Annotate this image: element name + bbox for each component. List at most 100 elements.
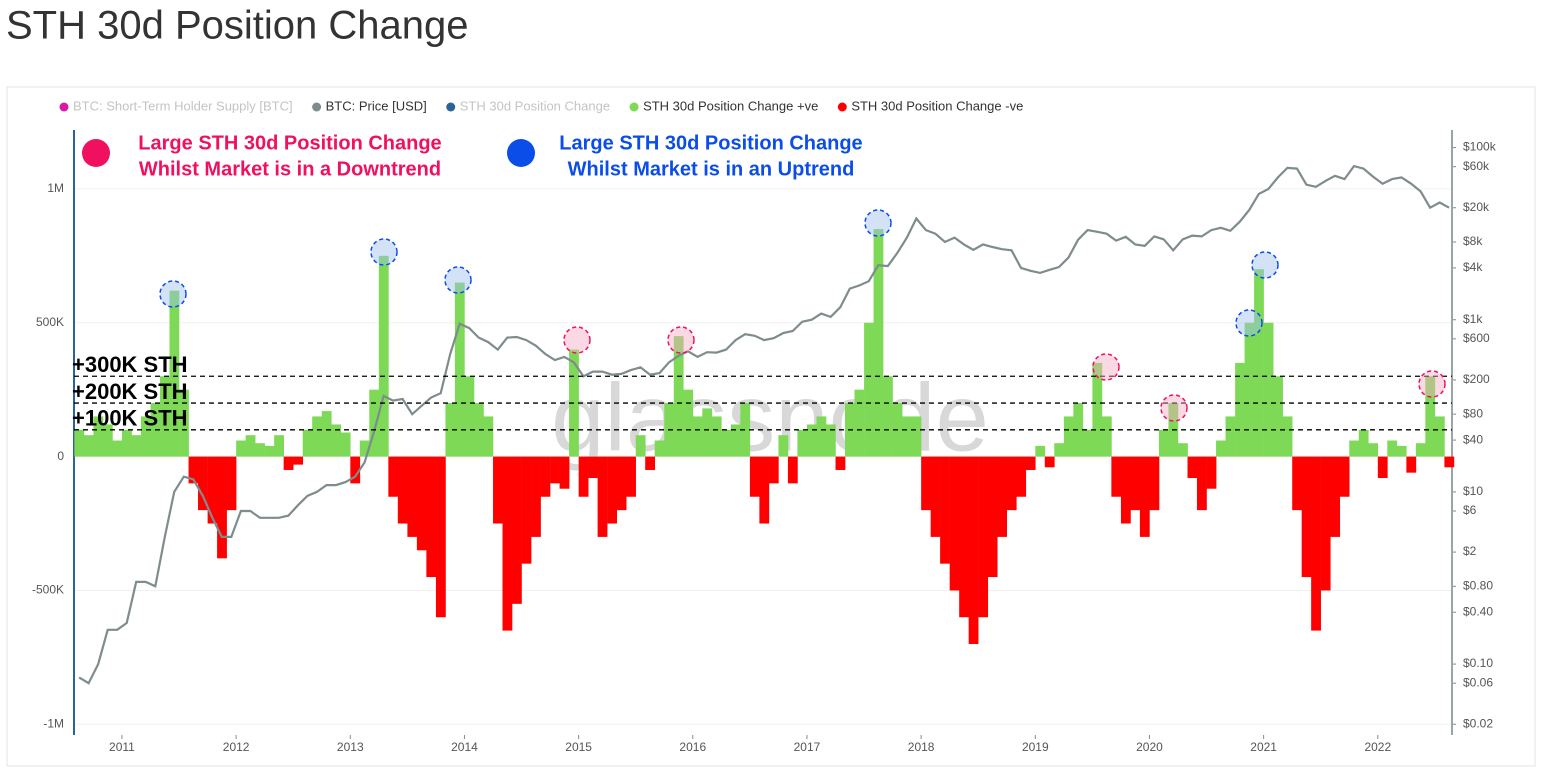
bar xyxy=(835,456,846,470)
bar xyxy=(1216,440,1226,457)
bar xyxy=(302,429,313,457)
x-tick-label: 2013 xyxy=(337,740,364,754)
bar xyxy=(902,416,912,457)
bar xyxy=(1244,322,1255,457)
bar xyxy=(1358,429,1369,457)
bar xyxy=(274,435,284,457)
bar xyxy=(987,456,998,578)
bar xyxy=(198,456,208,511)
bar xyxy=(940,456,950,564)
bar xyxy=(340,432,351,457)
bar xyxy=(93,416,104,457)
bar xyxy=(1444,456,1455,468)
annotation-text: Whilst Market is in an Uptrend xyxy=(568,158,855,180)
bar xyxy=(730,424,741,457)
x-tick-label: 2011 xyxy=(109,740,135,754)
bar xyxy=(949,456,960,591)
y-tick-label: -1M xyxy=(43,716,64,730)
uptrend-highlight xyxy=(1251,251,1279,279)
bar xyxy=(1273,376,1283,457)
bar xyxy=(369,389,380,457)
bar xyxy=(245,435,256,457)
legend-swatch xyxy=(312,102,322,112)
bar xyxy=(797,429,808,457)
bar xyxy=(578,456,589,497)
bar xyxy=(749,456,760,497)
bar xyxy=(883,376,893,457)
bar xyxy=(1016,456,1027,497)
bar xyxy=(1044,456,1055,468)
bar xyxy=(83,435,94,457)
bar xyxy=(911,416,922,457)
y2-tick-label: $0.06 xyxy=(1463,675,1493,689)
y2-tick-label: $40 xyxy=(1463,432,1483,446)
bar xyxy=(283,456,294,470)
bar xyxy=(1387,440,1398,457)
bar xyxy=(321,411,332,457)
bar xyxy=(559,456,570,489)
x-tick-label: 2017 xyxy=(794,740,821,754)
annotation-text: Whilst Market is in a Downtrend xyxy=(139,158,441,180)
bar xyxy=(1111,456,1122,497)
bar xyxy=(607,456,618,524)
y2-tick-label: $80 xyxy=(1463,406,1483,420)
bar xyxy=(531,456,541,537)
bar xyxy=(1054,443,1065,457)
bar xyxy=(1035,445,1046,457)
bar xyxy=(1101,416,1112,457)
annotation-dot xyxy=(507,139,535,167)
x-tick-label: 2020 xyxy=(1136,740,1163,754)
bar xyxy=(1368,443,1379,457)
bar xyxy=(1025,456,1036,470)
bar xyxy=(473,403,484,457)
bar xyxy=(959,456,969,618)
bar xyxy=(692,416,703,457)
bar xyxy=(1396,445,1407,457)
x-tick-label: 2022 xyxy=(1364,740,1391,754)
bar xyxy=(121,429,132,457)
bar xyxy=(1187,456,1198,479)
bar xyxy=(1235,362,1245,457)
y-tick-label: -500K xyxy=(32,583,64,597)
bar xyxy=(626,456,636,497)
bar xyxy=(493,456,503,524)
bar xyxy=(416,456,427,551)
bar xyxy=(1130,456,1141,511)
bar xyxy=(673,336,684,457)
bar xyxy=(588,456,598,479)
bar xyxy=(502,456,513,631)
bar xyxy=(169,290,180,457)
bar xyxy=(816,416,827,457)
bar xyxy=(1139,456,1150,537)
bar xyxy=(778,435,789,457)
x-tick-label: 2019 xyxy=(1022,740,1049,754)
downtrend-highlight xyxy=(667,326,695,354)
bar xyxy=(464,376,475,457)
downtrend-highlight xyxy=(1092,353,1120,381)
bar xyxy=(702,408,713,457)
bar xyxy=(825,424,836,457)
legend-label: STH 30d Position Change xyxy=(460,98,610,113)
y2-tick-label: $6 xyxy=(1463,503,1477,517)
bar xyxy=(74,429,85,457)
x-tick-label: 2016 xyxy=(679,740,706,754)
price-line xyxy=(78,164,1450,685)
bar xyxy=(645,456,656,470)
bar xyxy=(236,440,246,457)
bar xyxy=(1434,416,1445,457)
bar xyxy=(1406,456,1417,473)
bar xyxy=(426,456,437,578)
bar xyxy=(483,416,494,457)
bar xyxy=(1330,456,1341,537)
bar xyxy=(1349,440,1360,457)
bar xyxy=(1158,429,1169,457)
downtrend-highlight xyxy=(1160,394,1188,422)
bar xyxy=(1320,456,1331,591)
bar xyxy=(407,456,418,537)
x-tick-label: 2014 xyxy=(451,740,478,754)
y-tick-label: 1M xyxy=(47,181,64,195)
bar xyxy=(140,416,151,457)
bar xyxy=(1063,416,1074,457)
grid: 1M 500K 0 -500K -1M $100k $60k $20k $8k $4k $1k $60… xyxy=(32,130,1497,754)
x-tick-label: 2012 xyxy=(223,740,250,754)
